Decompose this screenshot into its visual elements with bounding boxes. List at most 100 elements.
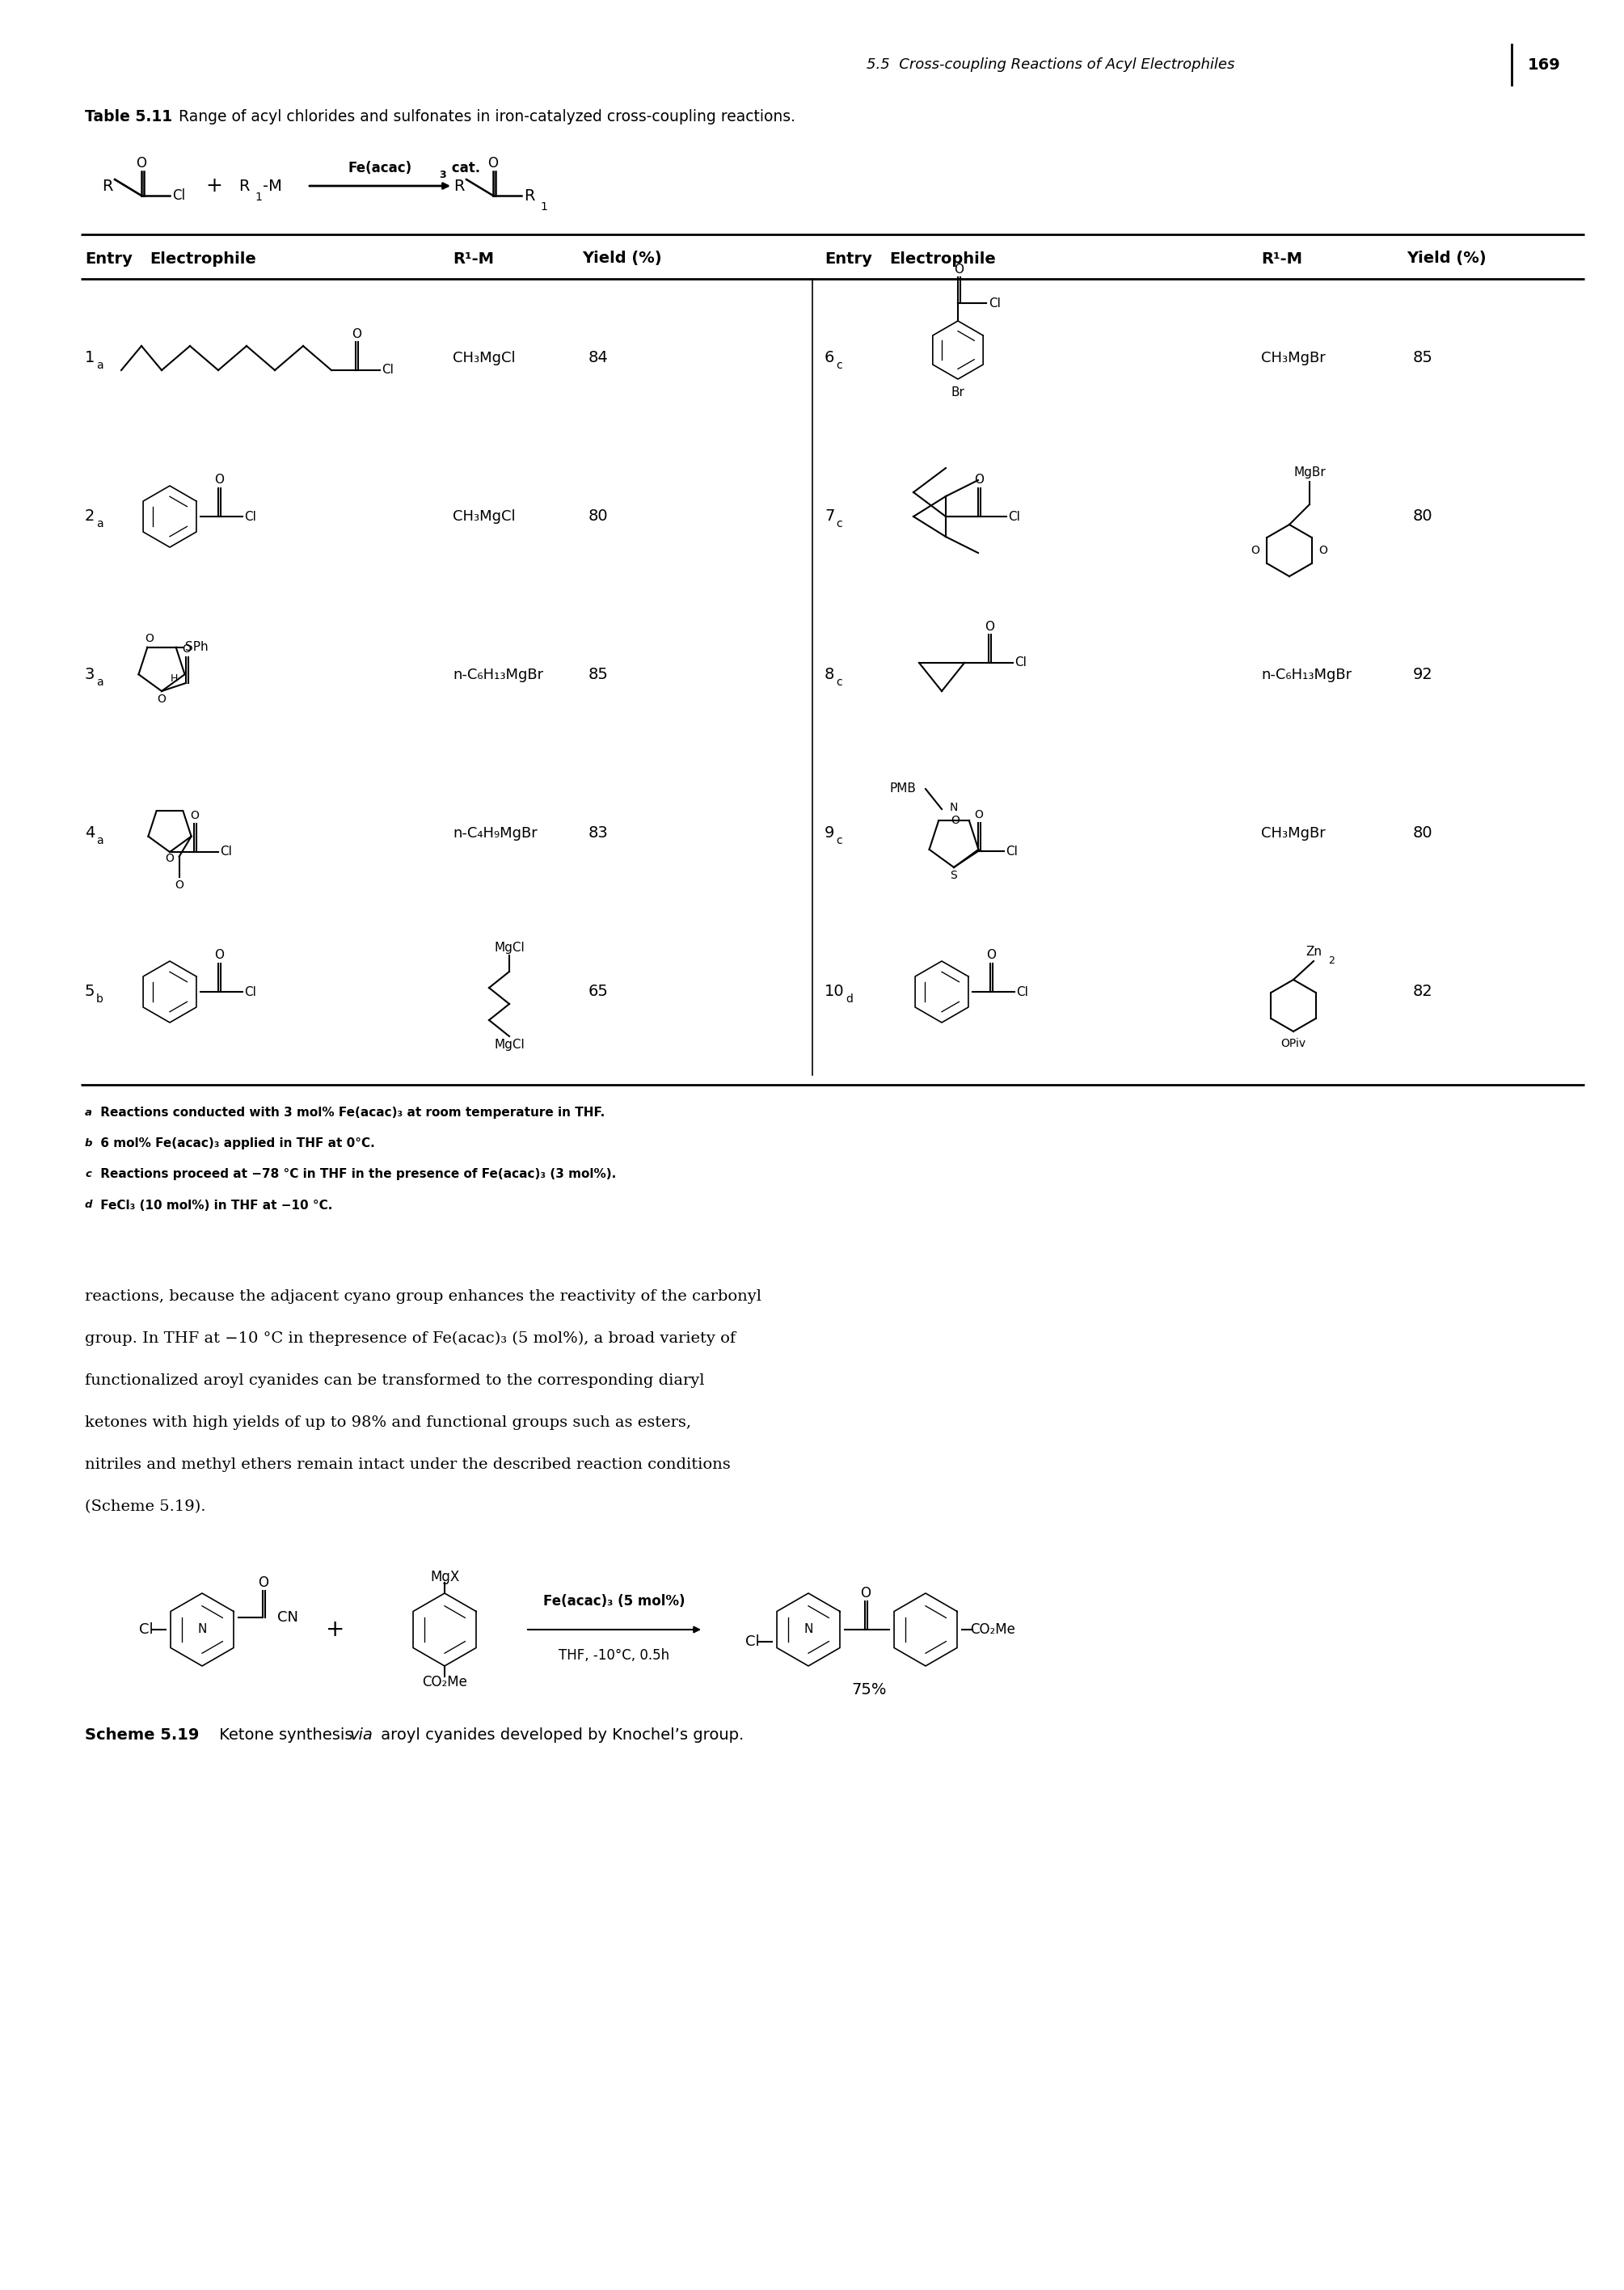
- Text: +: +: [206, 176, 222, 195]
- Text: O: O: [166, 852, 174, 863]
- Text: N: N: [198, 1624, 206, 1635]
- Text: Scheme 5.19: Scheme 5.19: [84, 1727, 200, 1743]
- Text: d: d: [846, 994, 853, 1005]
- Text: O: O: [214, 950, 224, 962]
- Text: 1: 1: [84, 350, 94, 366]
- Text: PMB: PMB: [890, 783, 916, 795]
- Text: FeCl₃ (10 mol%) in THF at −10 °C.: FeCl₃ (10 mol%) in THF at −10 °C.: [96, 1200, 333, 1211]
- Text: a: a: [96, 836, 104, 847]
- Text: O: O: [984, 621, 994, 632]
- Text: N: N: [950, 801, 958, 813]
- Text: R: R: [239, 179, 250, 195]
- Text: Cl: Cl: [382, 364, 393, 376]
- Text: 2: 2: [84, 508, 94, 524]
- Text: Br: Br: [952, 387, 965, 398]
- Text: Zn: Zn: [1306, 946, 1322, 957]
- Text: Fe(acac): Fe(acac): [348, 160, 412, 176]
- Text: aroyl cyanides developed by Knochel’s group.: aroyl cyanides developed by Knochel’s gr…: [375, 1727, 744, 1743]
- Text: Entry: Entry: [84, 252, 133, 266]
- Text: O: O: [214, 474, 224, 485]
- Text: O: O: [145, 632, 154, 643]
- Text: c: c: [836, 360, 841, 371]
- Text: 3: 3: [84, 666, 94, 682]
- Text: MgCl: MgCl: [494, 941, 525, 953]
- Text: 2: 2: [1328, 955, 1335, 966]
- Text: Yield (%): Yield (%): [1406, 252, 1486, 266]
- Text: 8: 8: [825, 666, 835, 682]
- Text: 7: 7: [825, 508, 835, 524]
- Text: MgCl: MgCl: [494, 1037, 525, 1051]
- Text: N: N: [804, 1624, 814, 1635]
- Text: a: a: [96, 518, 104, 529]
- Text: O: O: [190, 811, 200, 822]
- Text: 65: 65: [588, 985, 609, 998]
- Text: Cl: Cl: [219, 845, 232, 859]
- Text: R¹-M: R¹-M: [1262, 252, 1302, 266]
- Text: S: S: [950, 870, 958, 882]
- Text: 84: 84: [588, 350, 609, 366]
- Text: Entry: Entry: [825, 252, 872, 266]
- Text: CH₃MgBr: CH₃MgBr: [1262, 827, 1325, 840]
- Text: Fe(acac)₃ (5 mol%): Fe(acac)₃ (5 mol%): [544, 1594, 685, 1608]
- Text: R¹-M: R¹-M: [453, 252, 494, 266]
- Text: O: O: [175, 879, 184, 891]
- Text: 9: 9: [825, 827, 835, 840]
- Text: O: O: [352, 327, 361, 339]
- Text: 6 mol% Fe(acac)₃ applied in THF at 0°C.: 6 mol% Fe(acac)₃ applied in THF at 0°C.: [96, 1138, 375, 1150]
- Text: 80: 80: [1413, 827, 1432, 840]
- Text: R: R: [453, 179, 464, 195]
- Text: CO₂Me: CO₂Me: [422, 1674, 468, 1690]
- Text: via: via: [351, 1727, 374, 1743]
- Text: 6: 6: [825, 350, 835, 366]
- Text: Reactions conducted with 3 mol% Fe(acac)₃ at room temperature in THF.: Reactions conducted with 3 mol% Fe(acac)…: [96, 1106, 604, 1120]
- Text: Cl: Cl: [140, 1621, 154, 1637]
- Text: Cl: Cl: [172, 188, 185, 204]
- Text: 3: 3: [438, 169, 447, 181]
- Text: O: O: [258, 1576, 270, 1589]
- Text: (Scheme 5.19).: (Scheme 5.19).: [84, 1500, 206, 1514]
- Text: R: R: [525, 188, 534, 204]
- Text: R: R: [102, 179, 114, 195]
- Text: c: c: [84, 1170, 91, 1179]
- Text: 85: 85: [588, 666, 609, 682]
- Text: a: a: [84, 1108, 93, 1118]
- Text: 5.5  Cross-coupling Reactions of Acyl Electrophiles: 5.5 Cross-coupling Reactions of Acyl Ele…: [867, 57, 1234, 71]
- Text: Cl: Cl: [244, 985, 257, 998]
- Text: 82: 82: [1413, 985, 1432, 998]
- Text: H: H: [171, 673, 179, 685]
- Text: SPh: SPh: [185, 641, 208, 653]
- Text: O: O: [158, 694, 166, 705]
- Text: O: O: [953, 263, 963, 275]
- Text: Cl: Cl: [745, 1635, 760, 1649]
- Text: a: a: [96, 676, 104, 687]
- Text: O: O: [986, 950, 996, 962]
- Text: -M: -M: [263, 179, 283, 195]
- Text: n-C₄H₉MgBr: n-C₄H₉MgBr: [453, 827, 538, 840]
- Text: d: d: [84, 1200, 93, 1211]
- Text: CH₃MgCl: CH₃MgCl: [453, 350, 515, 366]
- Text: 10: 10: [825, 985, 844, 998]
- Text: Reactions proceed at −78 °C in THF in the presence of Fe(acac)₃ (3 mol%).: Reactions proceed at −78 °C in THF in th…: [96, 1168, 615, 1182]
- Text: Ketone synthesis: Ketone synthesis: [214, 1727, 357, 1743]
- Text: MgX: MgX: [430, 1569, 460, 1585]
- Text: functionalized aroyl cyanides can be transformed to the corresponding diaryl: functionalized aroyl cyanides can be tra…: [84, 1374, 705, 1388]
- Text: O: O: [1250, 545, 1260, 556]
- Text: Cl: Cl: [1017, 985, 1028, 998]
- Text: O: O: [1319, 545, 1328, 556]
- Text: THF, -10°C, 0.5h: THF, -10°C, 0.5h: [559, 1649, 669, 1663]
- Text: O: O: [136, 156, 146, 169]
- Text: 80: 80: [588, 508, 607, 524]
- Text: Range of acyl chlorides and sulfonates in iron-catalyzed cross-coupling reaction: Range of acyl chlorides and sulfonates i…: [174, 110, 796, 126]
- Text: CN: CN: [278, 1610, 299, 1624]
- Text: reactions, because the adjacent cyano group enhances the reactivity of the carbo: reactions, because the adjacent cyano gr…: [84, 1289, 762, 1303]
- Text: 92: 92: [1413, 666, 1432, 682]
- Text: b: b: [84, 1138, 93, 1150]
- Text: Cl: Cl: [244, 511, 257, 522]
- Text: O: O: [974, 474, 984, 485]
- Text: c: c: [836, 836, 841, 847]
- Text: Cl: Cl: [1005, 845, 1018, 856]
- Text: 83: 83: [588, 827, 609, 840]
- Text: b: b: [96, 994, 104, 1005]
- Text: 80: 80: [1413, 508, 1432, 524]
- Text: OPiv: OPiv: [1281, 1037, 1306, 1049]
